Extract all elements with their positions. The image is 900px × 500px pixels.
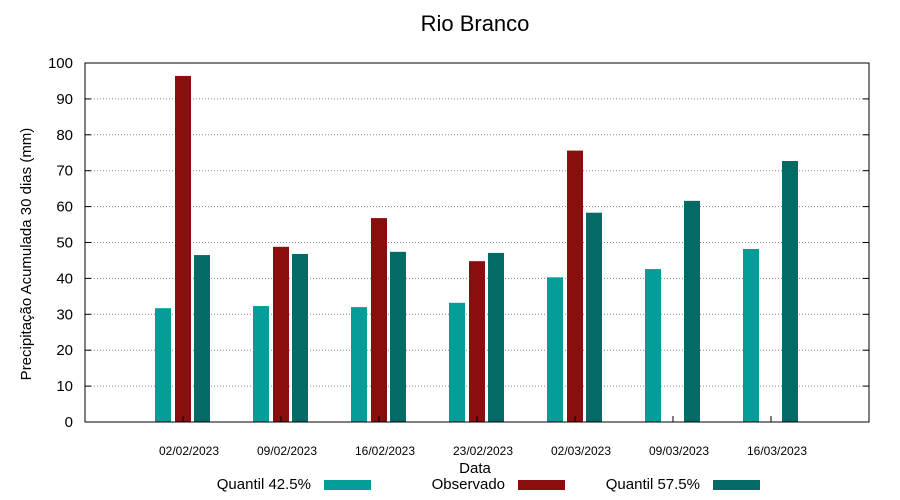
bar-observado-4 (567, 150, 583, 422)
bar-quantil-57-5--1 (292, 253, 308, 422)
bar-quantil-42-5--3 (449, 302, 465, 422)
bar-quantil-42-5--2 (351, 307, 367, 422)
bar-observado-1 (273, 246, 289, 422)
legend-swatch (713, 480, 760, 490)
bar-quantil-42-5--4 (547, 277, 563, 422)
x-tick-label: 02/03/2023 (551, 444, 611, 458)
x-tick-label: 09/03/2023 (649, 444, 709, 458)
y-tick-label: 50 (56, 235, 73, 252)
bar-quantil-57-5--3 (488, 252, 504, 422)
bar-quantil-42-5--0 (155, 308, 171, 422)
bar-observado-3 (469, 261, 485, 422)
y-tick-label: 20 (56, 342, 73, 359)
bar-observado-2 (371, 218, 387, 422)
x-tick-label: 16/02/2023 (355, 444, 415, 458)
y-axis-ticks: 0 10 20 30 40 50 60 70 80 90 100 (48, 55, 869, 431)
y-tick-label: 10 (56, 378, 73, 395)
x-tick-label: 23/02/2023 (453, 444, 513, 458)
bar-observado-0 (175, 75, 191, 422)
y-tick-label: 60 (56, 199, 73, 216)
chart-title: Rio Branco (421, 11, 530, 36)
bar-quantil-42-5--6 (743, 248, 759, 422)
y-tick-label: 80 (56, 127, 73, 144)
bars-group (155, 75, 798, 422)
y-tick-label: 100 (48, 55, 73, 72)
legend-label: Observado (432, 476, 505, 493)
bar-quantil-42-5--5 (645, 269, 661, 422)
x-axis-label: Data (459, 460, 491, 477)
legend-label: Quantil 57.5% (606, 476, 700, 493)
y-axis-label: Precipitação Acumulada 30 dias (mm) (18, 128, 35, 381)
bar-quantil-57-5--6 (782, 161, 798, 422)
bar-quantil-57-5--5 (684, 200, 700, 422)
legend-swatch (324, 480, 371, 490)
legend-label: Quantil 42.5% (217, 476, 311, 493)
bar-quantil-57-5--2 (390, 251, 406, 422)
y-tick-label: 90 (56, 91, 73, 108)
y-tick-label: 40 (56, 270, 73, 287)
bar-quantil-57-5--4 (586, 212, 602, 422)
y-tick-label: 70 (56, 163, 73, 180)
legend: Quantil 42.5% Observado Quantil 57.5% (217, 476, 760, 493)
y-tick-label: 0 (65, 414, 73, 431)
x-axis-ticks: 02/02/2023 09/02/2023 16/02/2023 23/02/2023… (159, 416, 807, 458)
bar-quantil-57-5--0 (194, 255, 210, 422)
x-tick-label: 02/02/2023 (159, 444, 219, 458)
x-tick-label: 16/03/2023 (747, 444, 807, 458)
legend-swatch (518, 480, 565, 490)
bar-quantil-42-5--1 (253, 306, 269, 422)
x-tick-label: 09/02/2023 (257, 444, 317, 458)
y-tick-label: 30 (56, 306, 73, 323)
